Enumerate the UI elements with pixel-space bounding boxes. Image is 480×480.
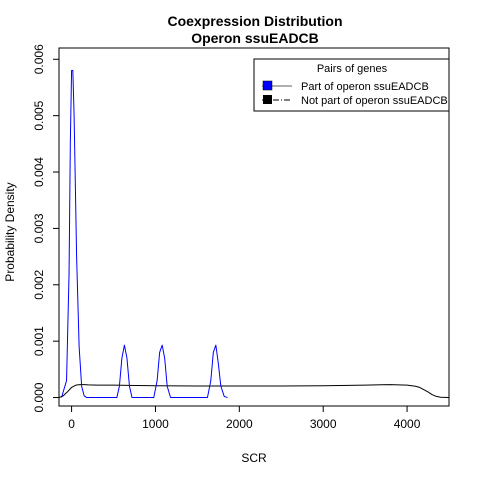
y-tick-label: 0.004 bbox=[32, 157, 46, 187]
y-tick-label: 0.006 bbox=[32, 44, 46, 74]
y-axis-label: Probability Density bbox=[3, 182, 17, 281]
x-axis: 0 1000 2000 3000 4000 bbox=[68, 406, 421, 431]
x-tick-label: 1000 bbox=[142, 417, 169, 431]
legend-swatch-non-operon bbox=[263, 95, 272, 104]
series-layer bbox=[58, 70, 450, 399]
series-line-non-operon bbox=[58, 384, 450, 399]
chart-title-line-2: Operon ssuEADCB bbox=[191, 30, 319, 46]
y-tick-label: 0.000 bbox=[32, 382, 46, 412]
legend-box bbox=[253, 58, 450, 112]
x-tick-label: 3000 bbox=[310, 417, 337, 431]
y-tick-label: 0.005 bbox=[32, 100, 46, 130]
x-tick-label: 4000 bbox=[394, 417, 421, 431]
y-tick-label: 0.001 bbox=[32, 326, 46, 356]
x-axis-label: SCR bbox=[241, 451, 267, 465]
x-tick-label: 2000 bbox=[226, 417, 253, 431]
legend-title: Pairs of genes bbox=[317, 63, 388, 75]
plot-frame bbox=[58, 47, 450, 407]
legend-label-non-operon: Not part of operon ssuEADCB bbox=[301, 95, 448, 107]
chart-title-line-1: Coexpression Distribution bbox=[167, 13, 342, 29]
series-line-operon bbox=[61, 70, 228, 399]
legend-swatch-operon bbox=[262, 80, 273, 91]
y-tick-label: 0.003 bbox=[32, 213, 46, 243]
x-tick-label: 0 bbox=[68, 417, 75, 431]
y-axis: 0.000 0.001 0.002 0.003 0.004 0.005 0.006 bbox=[32, 44, 59, 413]
legend-label-operon: Part of operon ssuEADCB bbox=[301, 81, 429, 93]
legend: Pairs of genes Part of operon ssuEADCB N… bbox=[253, 58, 450, 112]
y-tick-label: 0.002 bbox=[32, 269, 46, 299]
